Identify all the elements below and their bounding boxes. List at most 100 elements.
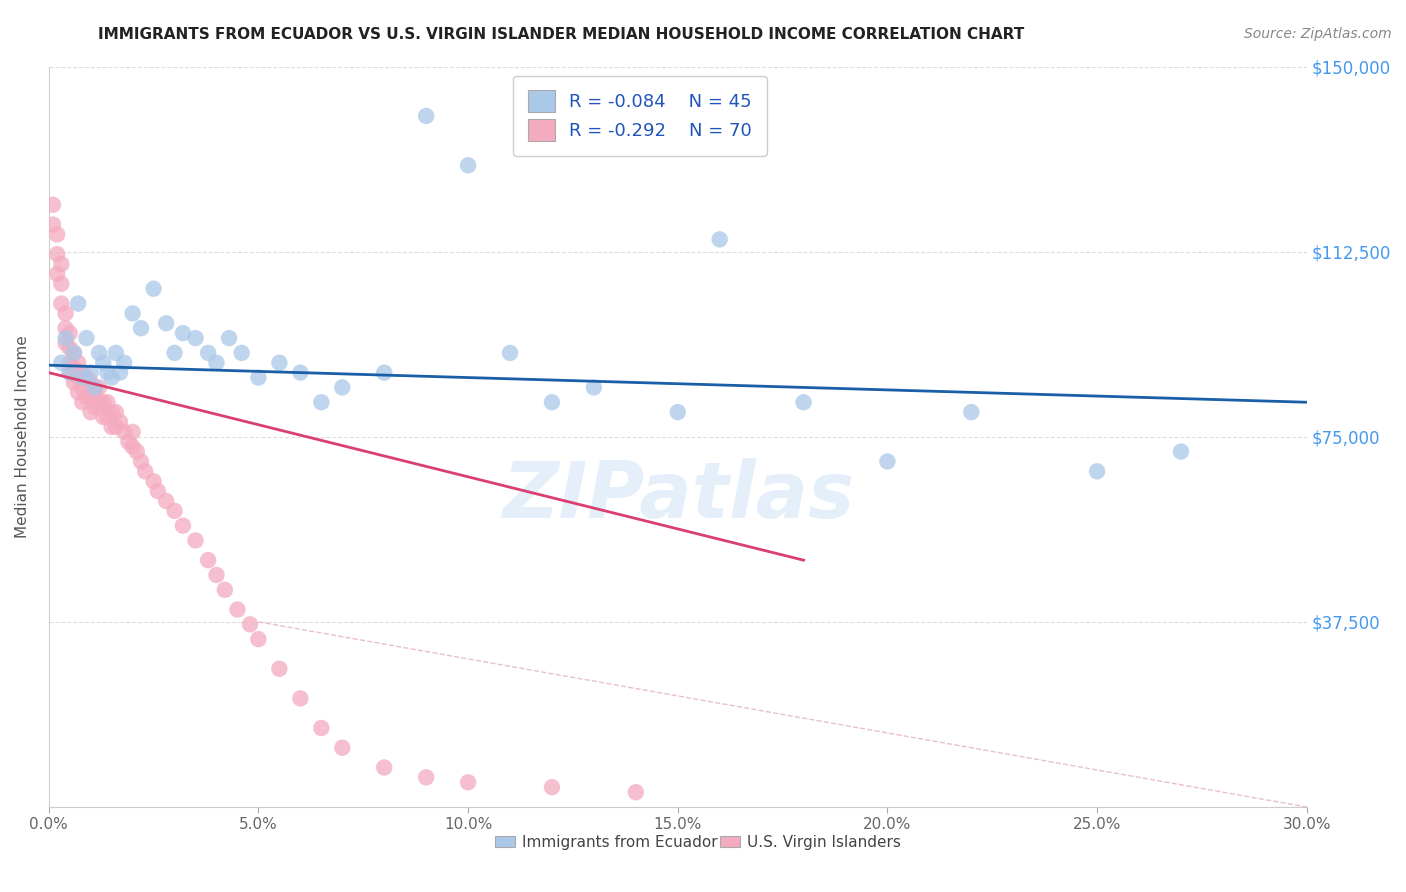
Point: [134, 464, 156, 478]
Point: [51, 296, 73, 310]
Point: [415, 109, 437, 123]
Point: [184, 331, 207, 345]
Point: [239, 617, 262, 632]
Point: [582, 380, 605, 394]
Point: [72, 380, 94, 394]
Point: [330, 740, 353, 755]
Point: [59, 356, 82, 370]
Point: [269, 662, 291, 676]
Point: [205, 356, 228, 370]
Point: [121, 425, 143, 439]
Point: [46, 227, 69, 242]
Point: [67, 370, 90, 384]
Point: [457, 158, 479, 172]
Point: [373, 760, 395, 774]
Point: [46, 247, 69, 261]
Point: [100, 420, 122, 434]
Point: [415, 770, 437, 784]
Point: [793, 395, 815, 409]
Text: Source: ZipAtlas.com: Source: ZipAtlas.com: [1244, 27, 1392, 41]
Point: [63, 376, 86, 390]
Point: [67, 296, 90, 310]
Point: [87, 346, 110, 360]
Point: [59, 366, 82, 380]
Point: [214, 582, 236, 597]
Point: [87, 395, 110, 409]
Point: [373, 366, 395, 380]
Point: [155, 316, 177, 330]
Point: [624, 785, 647, 799]
Point: [83, 385, 105, 400]
Point: [121, 306, 143, 320]
Point: [104, 420, 127, 434]
Point: [311, 395, 333, 409]
Point: [146, 484, 169, 499]
Point: [67, 356, 90, 370]
Point: [51, 356, 73, 370]
Point: [63, 346, 86, 360]
Point: [76, 390, 98, 404]
Point: [231, 346, 253, 360]
Point: [55, 306, 77, 320]
Point: [104, 346, 127, 360]
Point: [226, 602, 249, 616]
Point: [63, 360, 86, 375]
Point: [709, 232, 731, 246]
Point: [91, 395, 114, 409]
Point: [541, 395, 564, 409]
Point: [51, 257, 73, 271]
Point: [218, 331, 240, 345]
Point: [108, 415, 131, 429]
Point: [72, 366, 94, 380]
Point: [247, 632, 270, 647]
Point: [42, 218, 65, 232]
Point: [197, 346, 219, 360]
Point: [290, 366, 312, 380]
Point: [51, 277, 73, 291]
Point: [87, 380, 110, 394]
Point: [91, 356, 114, 370]
Text: ZIPatlas: ZIPatlas: [502, 458, 853, 534]
Legend: R = -0.084    N = 45, R = -0.292    N = 70: R = -0.084 N = 45, R = -0.292 N = 70: [513, 76, 766, 156]
Point: [172, 518, 194, 533]
Point: [96, 410, 118, 425]
Point: [142, 474, 165, 488]
Point: [91, 410, 114, 425]
Point: [163, 346, 186, 360]
Point: [104, 405, 127, 419]
Point: [247, 370, 270, 384]
Point: [83, 400, 105, 414]
Point: [83, 380, 105, 394]
Point: [79, 405, 101, 419]
Point: [55, 336, 77, 351]
Point: [184, 533, 207, 548]
Point: [76, 331, 98, 345]
Point: [197, 553, 219, 567]
Point: [59, 366, 82, 380]
Point: [46, 267, 69, 281]
Point: [457, 775, 479, 789]
Text: Immigrants from Ecuador: Immigrants from Ecuador: [522, 835, 718, 850]
Point: [100, 370, 122, 384]
Text: IMMIGRANTS FROM ECUADOR VS U.S. VIRGIN ISLANDER MEDIAN HOUSEHOLD INCOME CORRELAT: IMMIGRANTS FROM ECUADOR VS U.S. VIRGIN I…: [98, 27, 1025, 42]
Point: [100, 405, 122, 419]
Point: [876, 454, 898, 468]
Point: [172, 326, 194, 340]
Point: [72, 395, 94, 409]
Y-axis label: Median Household Income: Median Household Income: [15, 335, 30, 538]
Text: U.S. Virgin Islanders: U.S. Virgin Islanders: [747, 835, 901, 850]
Point: [541, 780, 564, 795]
Point: [59, 326, 82, 340]
Point: [269, 356, 291, 370]
Point: [112, 425, 135, 439]
Point: [67, 385, 90, 400]
Point: [1085, 464, 1108, 478]
Point: [205, 568, 228, 582]
Point: [55, 331, 77, 345]
Point: [125, 444, 148, 458]
Point: [96, 366, 118, 380]
Point: [117, 434, 139, 449]
Point: [42, 198, 65, 212]
Point: [499, 346, 522, 360]
Point: [108, 366, 131, 380]
